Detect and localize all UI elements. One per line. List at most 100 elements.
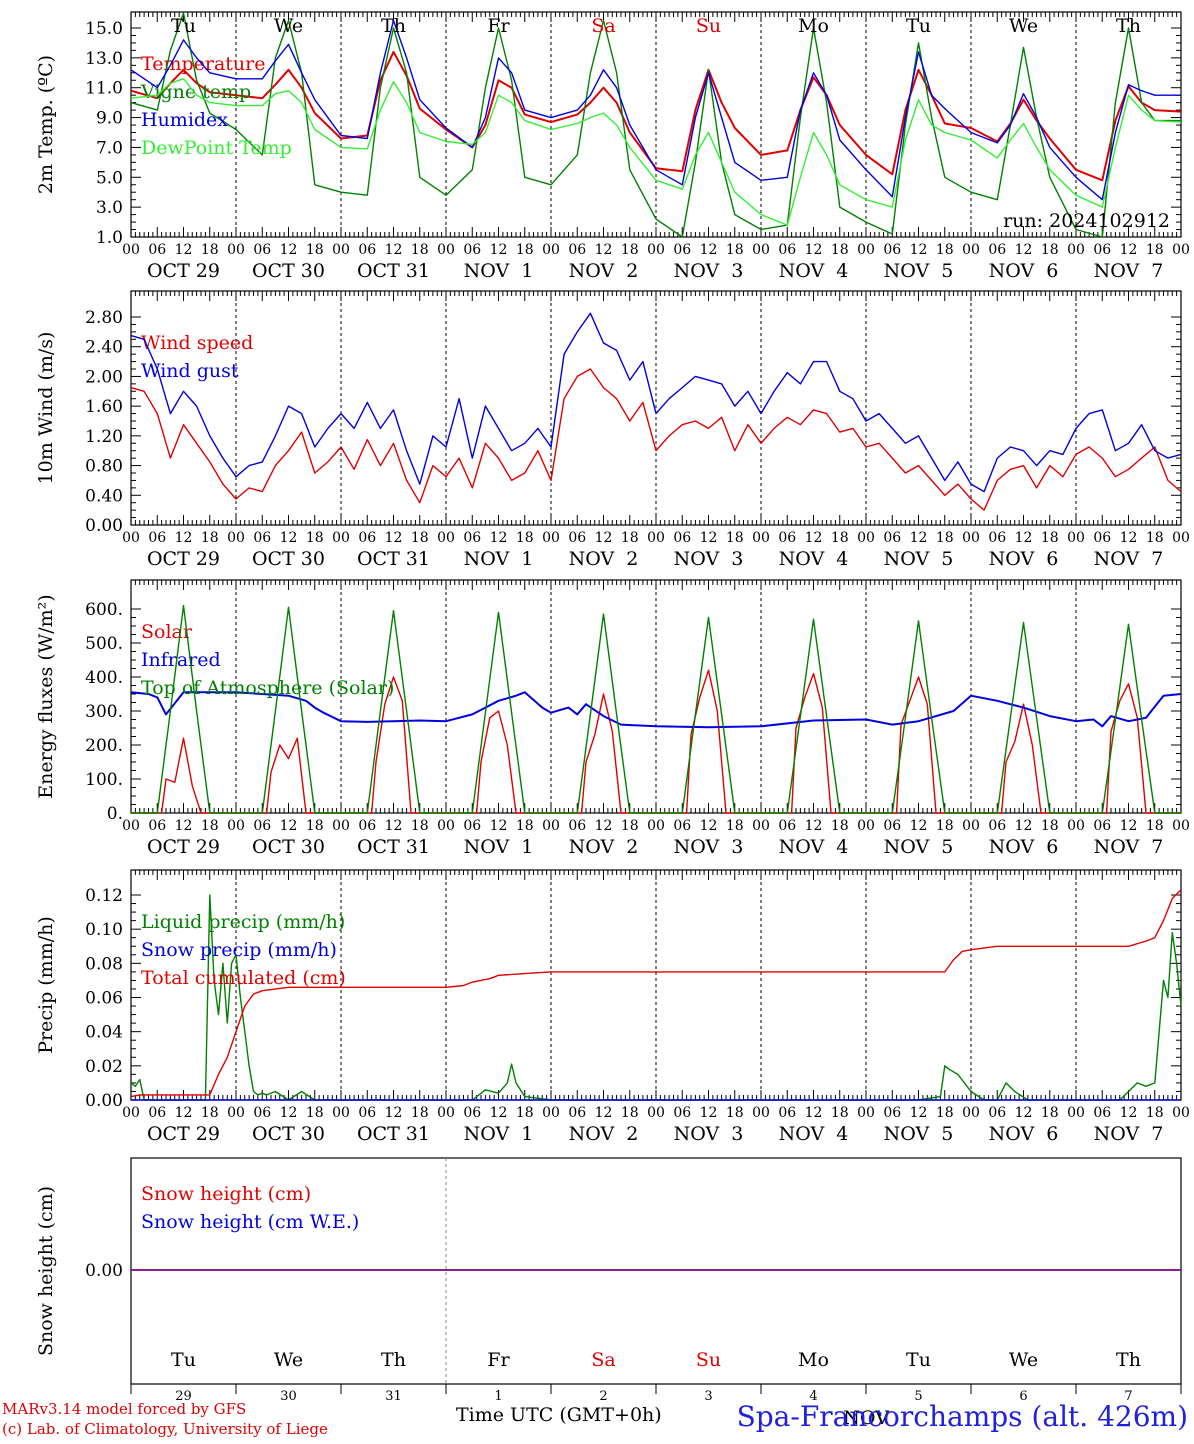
hour-tick-label: 00 [437, 242, 455, 258]
series-line-total-cumulated-cm [130, 889, 1182, 1098]
hour-tick-label: 06 [148, 242, 166, 258]
y-tick-label: 9.0 [96, 109, 123, 129]
hour-tick-label: 18 [411, 1105, 429, 1121]
hour-tick-label: 18 [831, 818, 849, 834]
hour-tick-label: 06 [463, 242, 481, 258]
hour-tick-label: 18 [1041, 1105, 1059, 1121]
hour-tick-label: 00 [542, 530, 560, 546]
hour-tick-label: 06 [778, 530, 796, 546]
hour-tick-label: 00 [542, 818, 560, 834]
date-label: NOV 6 [989, 836, 1059, 858]
hour-tick-label: 18 [306, 530, 324, 546]
date-label: NOV 2 [569, 548, 639, 570]
hour-tick-label: 06 [673, 818, 691, 834]
hour-tick-label: 12 [490, 1105, 508, 1121]
legend-entry: Snow precip (mm/h) [141, 939, 337, 961]
hour-tick-label: 00 [1172, 818, 1190, 834]
y-tick-label: 15.0 [85, 19, 123, 39]
hour-tick-label: 12 [385, 242, 403, 258]
hour-tick-label: 06 [988, 1105, 1006, 1121]
weekday-label: Th [1116, 1349, 1141, 1371]
hour-tick-label: 12 [805, 1105, 823, 1121]
date-label: NOV 1 [464, 1123, 534, 1145]
weekday-label: Tu [906, 1349, 931, 1371]
y-tick-label: 1.20 [85, 427, 123, 447]
legend-entry: Wind gust [141, 360, 239, 382]
hour-tick-label: 12 [595, 1105, 613, 1121]
y-tick-label: 0.00 [85, 1261, 123, 1281]
hour-tick-label: 00 [332, 1105, 350, 1121]
hour-tick-label: 18 [516, 242, 534, 258]
hour-tick-label: 18 [726, 530, 744, 546]
hour-tick-label: 12 [1015, 818, 1033, 834]
hour-tick-label: 18 [831, 530, 849, 546]
hour-tick-label: 18 [516, 530, 534, 546]
hour-tick-label: 18 [306, 242, 324, 258]
date-label: OCT 29 [147, 548, 220, 570]
day-number-label: 3 [704, 1389, 712, 1404]
hour-tick-label: 00 [332, 242, 350, 258]
date-label: NOV 6 [989, 1123, 1059, 1145]
hour-tick-label: 06 [883, 818, 901, 834]
day-number-label: 6 [1019, 1389, 1027, 1404]
hour-tick-label: 12 [175, 242, 193, 258]
y-tick-label: 200. [85, 736, 123, 756]
date-label: NOV 7 [1094, 836, 1164, 858]
date-label: OCT 30 [252, 260, 325, 282]
series-line-humidex [130, 19, 1181, 201]
hour-tick-label: 12 [805, 818, 823, 834]
hour-tick-label: 00 [647, 242, 665, 258]
hour-tick-label: 00 [752, 1105, 770, 1121]
hour-tick-label: 06 [673, 242, 691, 258]
hour-tick-label: 12 [385, 1105, 403, 1121]
date-label: NOV 4 [779, 260, 849, 282]
hour-tick-label: 06 [1093, 242, 1111, 258]
hour-tick-label: 12 [1015, 1105, 1033, 1121]
hour-tick-label: 00 [857, 1105, 875, 1121]
hour-tick-label: 00 [227, 530, 245, 546]
y-axis-label: Energy fluxes (W/m²) [35, 594, 57, 798]
hour-tick-label: 18 [936, 530, 954, 546]
legend-entry: Top of Atmosphere (Solar) [141, 677, 394, 699]
hour-tick-label: 06 [1093, 530, 1111, 546]
hour-tick-label: 12 [280, 1105, 298, 1121]
date-label: NOV 7 [1094, 1123, 1164, 1145]
y-tick-label: 400. [85, 668, 123, 688]
hour-tick-label: 18 [306, 1105, 324, 1121]
hour-tick-label: 06 [778, 242, 796, 258]
hour-tick-label: 18 [516, 818, 534, 834]
series-line-dewpoint-temp [130, 78, 1182, 226]
y-tick-label: 3.0 [96, 198, 123, 218]
hour-tick-label: 00 [542, 242, 560, 258]
date-label: NOV 5 [884, 260, 954, 282]
legend-entry: Infrared [141, 649, 221, 671]
date-label: NOV 3 [674, 548, 744, 570]
hour-tick-label: 12 [385, 530, 403, 546]
hour-tick-label: 18 [201, 1105, 219, 1121]
y-tick-label: 600. [85, 600, 123, 620]
date-label: NOV 5 [884, 836, 954, 858]
series-line-wind-speed [130, 368, 1182, 511]
hour-tick-label: 18 [411, 530, 429, 546]
weekday-label: Mo [798, 15, 829, 37]
hour-tick-label: 12 [1120, 530, 1138, 546]
y-tick-label: 100. [85, 770, 123, 790]
hour-tick-label: 12 [280, 530, 298, 546]
day-number-label: 5 [914, 1389, 922, 1404]
hour-tick-label: 12 [595, 818, 613, 834]
date-label: NOV 2 [569, 1123, 639, 1145]
hour-tick-label: 00 [1172, 530, 1190, 546]
hour-tick-label: 00 [1067, 1105, 1085, 1121]
panel-5: 0.00 Snow height (cm) Snow height (cm) Snow… [35, 1157, 1182, 1429]
hour-tick-label: 18 [726, 818, 744, 834]
weekday-label: Tu [906, 15, 931, 37]
hour-tick-label: 06 [988, 242, 1006, 258]
date-label: NOV 1 [464, 836, 534, 858]
y-tick-label: 0.00 [85, 516, 123, 536]
date-label: NOV 3 [674, 1123, 744, 1145]
legend-entry: Solar [141, 621, 193, 643]
hour-tick-label: 12 [490, 530, 508, 546]
hour-tick-label: 00 [437, 530, 455, 546]
hour-tick-label: 12 [280, 242, 298, 258]
hour-tick-label: 06 [778, 1105, 796, 1121]
